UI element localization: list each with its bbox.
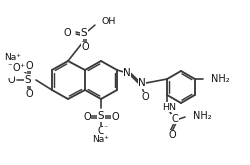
Text: O: O: [168, 130, 175, 140]
Text: O: O: [83, 112, 90, 122]
Text: O: O: [81, 42, 88, 52]
Text: O: O: [25, 89, 33, 99]
Text: S: S: [24, 75, 31, 85]
Text: N: N: [138, 78, 145, 88]
Text: S: S: [80, 28, 87, 38]
Text: Na⁺: Na⁺: [92, 135, 109, 145]
Text: ⁻: ⁻: [104, 123, 108, 132]
Text: O: O: [25, 61, 33, 71]
Text: O: O: [140, 92, 148, 102]
Text: O: O: [63, 28, 70, 38]
Text: O: O: [12, 63, 20, 73]
Text: O: O: [111, 112, 118, 122]
Text: C: C: [171, 114, 178, 124]
Text: ⁻: ⁻: [8, 62, 12, 72]
Text: OH: OH: [102, 17, 116, 27]
Text: NH₂: NH₂: [210, 74, 229, 84]
Text: ⁻: ⁻: [9, 68, 13, 78]
Text: S: S: [97, 111, 104, 121]
Text: NH₂: NH₂: [192, 111, 211, 121]
Text: O: O: [7, 75, 15, 85]
Text: Na⁺: Na⁺: [8, 63, 25, 71]
Text: HN: HN: [162, 102, 175, 112]
Text: O: O: [97, 126, 104, 136]
Text: Na⁺: Na⁺: [4, 52, 21, 62]
Text: N: N: [123, 68, 130, 78]
